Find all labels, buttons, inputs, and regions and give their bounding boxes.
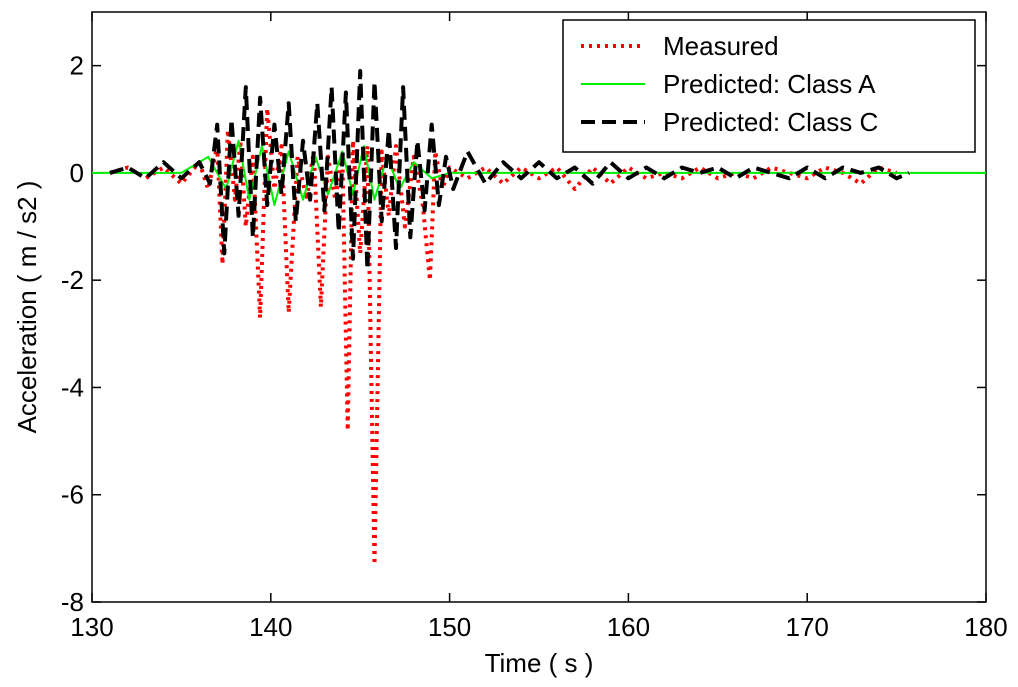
series-layer [92, 69, 986, 567]
y-tick-label: -8 [61, 587, 84, 617]
x-tick-label: 180 [964, 612, 1007, 642]
legend-box [562, 19, 976, 153]
x-tick-label: 170 [786, 612, 829, 642]
x-tick-label: 140 [249, 612, 292, 642]
series-line-predicted-class-c [109, 69, 910, 272]
y-tick-label: 0 [70, 158, 84, 188]
x-tick-label: 130 [70, 612, 113, 642]
y-tick-label: -4 [61, 372, 84, 402]
y-tick-label: -2 [61, 265, 84, 295]
x-tick-label: 150 [428, 612, 471, 642]
y-tick-label: 2 [70, 51, 84, 81]
legend-entry: Predicted: Class A [663, 69, 876, 99]
series-line-measured [109, 106, 898, 567]
legend-entry: Predicted: Class C [663, 107, 878, 137]
legend-entry: Measured [663, 31, 779, 61]
y-tick-label: -6 [61, 480, 84, 510]
x-axis: 130 140 150 160 170 180 [70, 12, 1008, 642]
x-axis-label: Time ( s ) [485, 648, 594, 678]
y-axis-label: Acceleration ( m / s2 ) [12, 181, 42, 434]
y-axis: -8 -6 -4 -2 0 2 [61, 51, 986, 617]
legend: Measured Predicted: Class A Predicted: Cla… [562, 19, 976, 153]
x-tick-label: 160 [607, 612, 650, 642]
